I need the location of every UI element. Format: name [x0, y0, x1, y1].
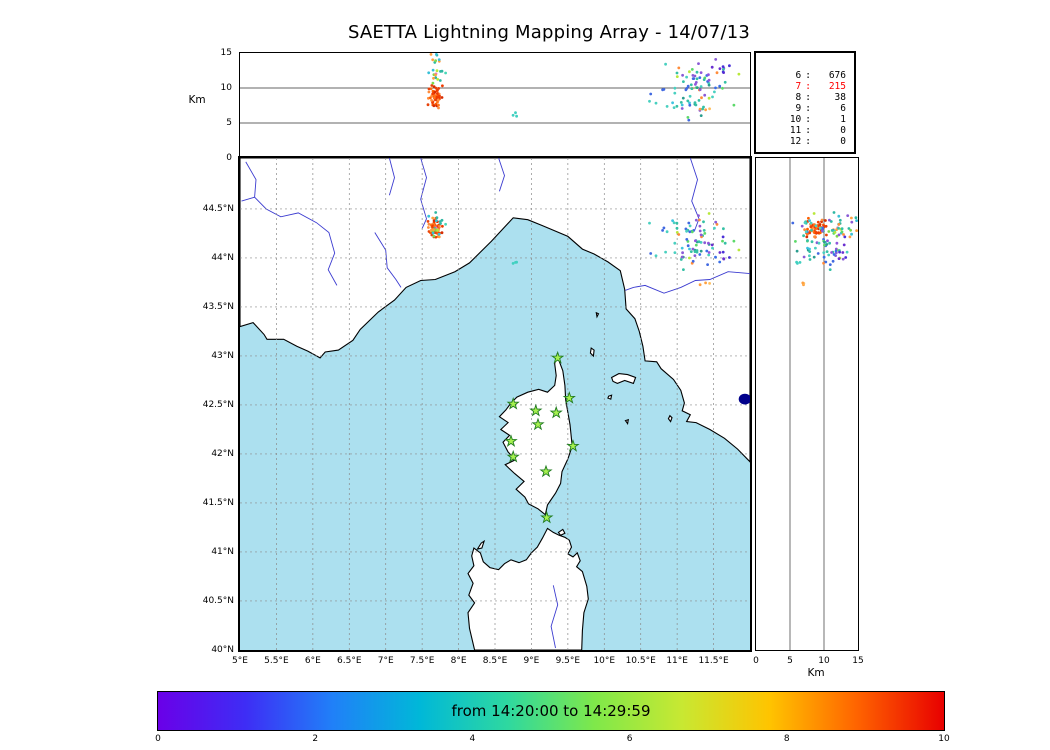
station-star-icon — [504, 434, 518, 447]
source-counts-panel: 6:676 7:215 8:38 9:6 10:1 11:0 12:0 — [754, 51, 856, 154]
lat-tick-label: 41.5°N — [202, 497, 234, 508]
station-star-icon — [549, 405, 563, 419]
figure-title: SAETTA Lightning Mapping Array - 14/07/1… — [347, 22, 751, 43]
altitude-longitude-panel — [239, 52, 751, 159]
altitude-tick-label: 15 — [852, 656, 864, 666]
colorbar-tick-label: 10 — [938, 734, 950, 744]
map-graticule — [240, 158, 750, 650]
altitude-latitude-panel — [755, 157, 859, 651]
lat-tick-label: 43°N — [211, 350, 234, 361]
lon-tick-label: 8.5°E — [482, 656, 508, 666]
altitude-tick-label: 5 — [787, 656, 793, 666]
altitude-axis-label-top: Km — [188, 94, 206, 106]
count-row: 8:38 — [795, 92, 846, 103]
lat-tick-label: 40.5°N — [202, 595, 234, 606]
colorbar-tick-label: 2 — [312, 734, 319, 744]
landmasses — [240, 158, 750, 650]
lat-tick-label: 44°N — [211, 252, 234, 263]
station-markers — [504, 350, 580, 524]
lon-tick-label: 11°E — [666, 656, 688, 666]
lat-tick-label: 40°N — [211, 644, 234, 655]
lon-tick-label: 9°E — [523, 656, 540, 666]
station-star-icon — [550, 350, 565, 364]
lat-tick-label: 43.5°N — [202, 301, 234, 312]
lon-tick-label: 9.5°E — [555, 656, 581, 666]
altitude-tick-label: 0 — [226, 153, 232, 163]
lon-tick-label: 7.5°E — [409, 656, 435, 666]
lon-tick-label: 11.5°E — [698, 656, 729, 666]
altitude-tick-label: 10 — [220, 83, 232, 93]
lightning-sources-map — [426, 211, 741, 287]
station-star-icon — [531, 417, 545, 431]
lat-tick-label: 42.5°N — [202, 399, 234, 410]
altitude-tick-label: 0 — [753, 656, 759, 666]
colorbar-time-label: from 14:20:00 to 14:29:59 — [451, 702, 651, 720]
count-row: 10:1 — [789, 114, 846, 125]
lightning-sources-lon-alt — [426, 53, 741, 122]
station-star-icon — [506, 449, 520, 463]
colorbar: from 14:20:00 to 14:29:59 — [157, 691, 945, 731]
lat-tick-label: 42°N — [211, 448, 234, 459]
lon-tick-label: 10.5°E — [625, 656, 656, 666]
rivers — [241, 158, 750, 649]
lat-tick-label: 41°N — [211, 546, 234, 557]
count-row: 7:215 — [795, 81, 846, 92]
colorbar-tick-label: 6 — [626, 734, 633, 744]
altitude-tick-label: 10 — [818, 656, 830, 666]
station-star-icon — [540, 510, 554, 524]
lon-tick-label: 7°E — [377, 656, 394, 666]
colorbar-tick-label: 0 — [155, 734, 161, 744]
station-star-icon — [562, 391, 576, 404]
lon-tick-label: 5°E — [232, 656, 248, 666]
count-row: 6:676 — [795, 70, 846, 81]
lon-tick-label: 5.5°E — [264, 656, 289, 666]
count-row: 11:0 — [789, 125, 846, 136]
altitude-axis-label-right: Km — [807, 667, 825, 679]
station-star-icon — [529, 403, 543, 417]
station-star-icon — [506, 397, 520, 410]
altitude-tick-label: 5 — [226, 118, 232, 128]
lake — [738, 393, 750, 405]
lon-tick-label: 8°E — [450, 656, 467, 666]
altitude-tick-label: 15 — [220, 48, 232, 58]
map-panel — [238, 156, 752, 652]
lon-tick-label: 6°E — [304, 656, 321, 666]
lon-tick-label: 6.5°E — [337, 656, 362, 666]
station-star-icon — [566, 439, 580, 452]
station-star-icon — [539, 464, 553, 478]
lon-tick-label: 10°E — [593, 656, 616, 666]
lightning-sources-lat-alt — [791, 211, 858, 287]
colorbar-tick-label: 8 — [783, 734, 790, 744]
lat-tick-label: 44.5°N — [202, 203, 234, 214]
count-row: 9:6 — [795, 103, 846, 114]
count-row: 12:0 — [789, 136, 846, 147]
colorbar-tick-label: 4 — [469, 734, 476, 744]
